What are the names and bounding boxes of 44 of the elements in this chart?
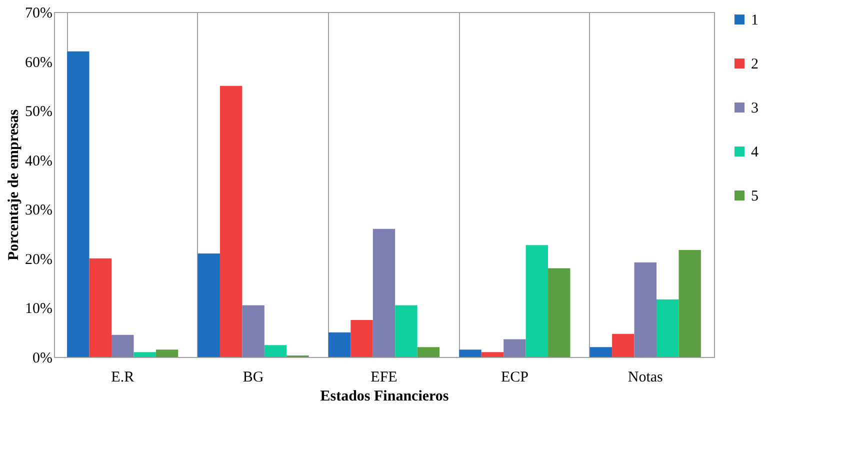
bar (220, 86, 242, 357)
bar (417, 347, 440, 357)
legend-label: 2 (751, 56, 758, 72)
bar (328, 332, 351, 357)
bar (481, 352, 504, 357)
bar (395, 305, 418, 357)
bar (634, 262, 656, 357)
legend-label: 1 (751, 12, 758, 28)
x-tick-label: BG (242, 370, 264, 386)
x-axis-title: Estados Financieros (320, 388, 449, 404)
bar (242, 305, 264, 357)
legend-label: 4 (751, 144, 759, 160)
bar (156, 350, 178, 357)
y-tick-label: 20% (25, 252, 52, 268)
bar (264, 345, 287, 357)
y-tick-label: 70% (25, 6, 52, 22)
y-tick-label: 50% (25, 104, 52, 120)
bar (89, 258, 112, 357)
legend-label: 5 (751, 188, 758, 204)
bar (612, 334, 634, 357)
bar (656, 299, 679, 357)
y-tick-label: 40% (25, 153, 52, 170)
bar (134, 352, 156, 357)
y-tick-label: 30% (25, 202, 52, 219)
bar (548, 268, 570, 357)
bar (590, 347, 612, 357)
legend-label: 3 (751, 100, 758, 116)
bar (198, 254, 220, 357)
x-tick-label: ECP (500, 370, 528, 386)
bar (678, 250, 701, 357)
x-tick-label: E.R (111, 370, 134, 386)
bar (350, 320, 373, 357)
x-tick-label: EFE (370, 370, 398, 386)
y-tick-label: 10% (25, 301, 52, 318)
bar (526, 245, 548, 357)
bar (67, 51, 90, 357)
bar (504, 339, 526, 357)
x-tick-label: Notas (628, 370, 664, 386)
bar (112, 334, 134, 357)
y-tick-label: 0% (32, 350, 52, 366)
y-axis-title: Porcentaje de empresas (6, 109, 22, 261)
bar (372, 228, 396, 357)
y-tick-label: 60% (25, 54, 52, 71)
bar (459, 350, 482, 357)
